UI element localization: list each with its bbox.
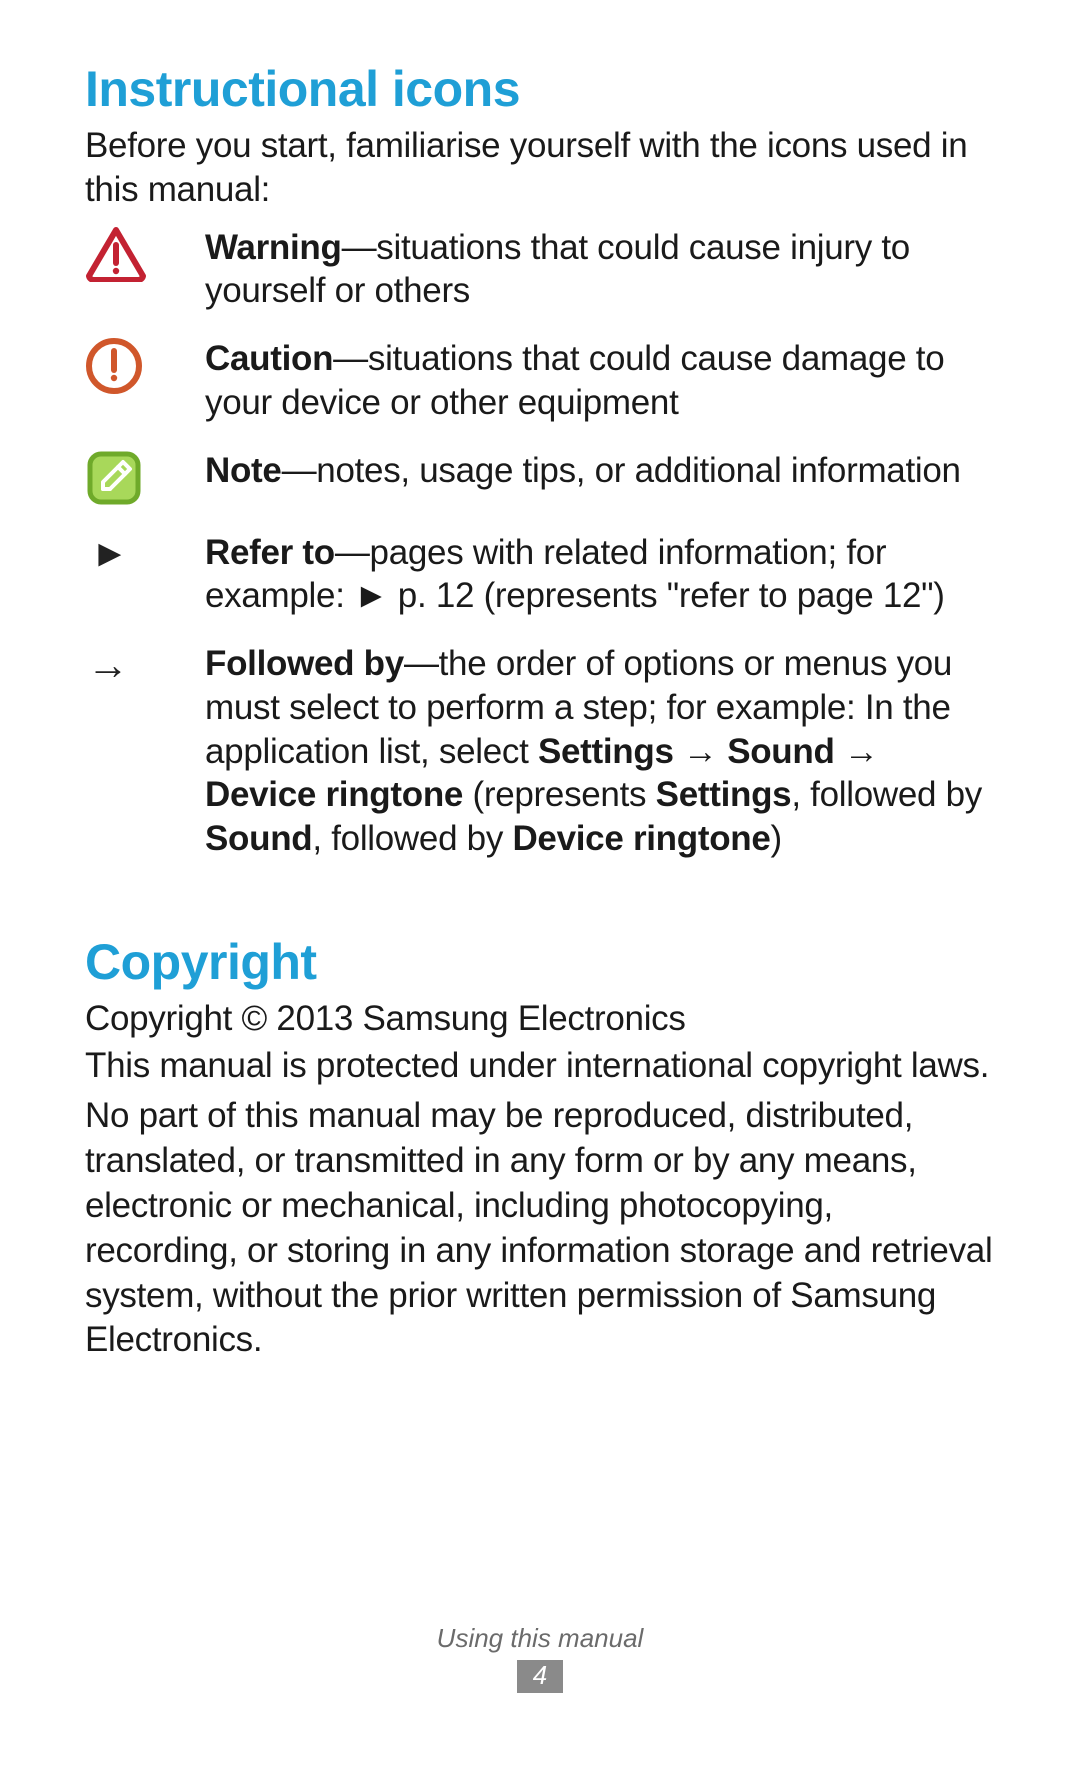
followed-fb2: , followed by [312,819,512,858]
row-caution: Caution—situations that could cause dama… [85,337,995,425]
followed-arrow1: → [674,732,728,771]
warning-text: Warning—situations that could cause inju… [205,226,995,314]
refer-icon: ► [85,531,205,573]
row-warning: Warning—situations that could cause inju… [85,226,995,314]
refer-glyph: ► [85,531,129,573]
copyright-line1: Copyright © 2013 Samsung Electronics [85,997,995,1042]
page-footer: Using this manual 4 [0,1623,1080,1693]
intro-text: Before you start, familiarise yourself w… [85,124,995,212]
note-label: Note [205,451,282,490]
followed-text: Followed by—the order of options or menu… [205,642,995,861]
followed-repr-open: (represents [463,775,656,814]
row-note: Note—notes, usage tips, or additional in… [85,449,995,507]
refer-label: Refer to [205,533,335,572]
heading-copyright: Copyright [85,933,995,991]
followed-icon: → [85,642,205,686]
followed-settings: Settings [538,732,674,771]
note-text: Note—notes, usage tips, or additional in… [205,449,995,493]
manual-page: Instructional icons Before you start, fa… [0,0,1080,1771]
followed-glyph: → [85,642,129,686]
followed-device-ringtone: Device ringtone [205,775,463,814]
refer-text: Refer to—pages with related information;… [205,531,995,619]
followed-label: Followed by [205,644,404,683]
section-copyright: Copyright Copyright © 2013 Samsung Elect… [85,933,995,1363]
warning-icon [85,226,205,282]
followed-fb1: , followed by [791,775,982,814]
caution-label: Caution [205,339,333,378]
note-desc: —notes, usage tips, or additional inform… [282,451,961,490]
caution-text: Caution—situations that could cause dama… [205,337,995,425]
followed-settings2: Settings [656,775,792,814]
row-refer: ► Refer to—pages with related informatio… [85,531,995,619]
note-icon [85,449,205,507]
followed-sound: Sound [727,732,834,771]
followed-device-ringtone2: Device ringtone [512,819,770,858]
footer-title: Using this manual [0,1623,1080,1654]
copyright-line2: This manual is protected under internati… [85,1044,995,1089]
copyright-para: No part of this manual may be reproduced… [85,1094,995,1363]
page-number-badge: 4 [517,1660,563,1693]
followed-close: ) [771,819,782,858]
heading-instructional-icons: Instructional icons [85,60,995,118]
followed-arrow2: → [835,732,879,771]
warning-label: Warning [205,228,342,267]
caution-icon [85,337,205,395]
followed-sound2: Sound [205,819,312,858]
row-followed: → Followed by—the order of options or me… [85,642,995,861]
